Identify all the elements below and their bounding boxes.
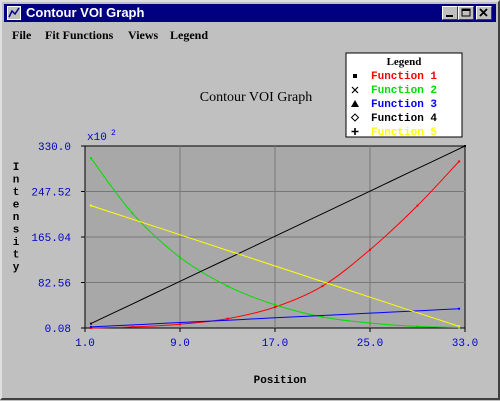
close-icon [479, 8, 488, 17]
legend-marker-square-icon [353, 74, 357, 78]
x-tick-label: 1.0 [75, 338, 95, 350]
x-tick-label: 33.0 [452, 338, 478, 350]
series-1-point [179, 323, 181, 326]
close-button[interactable] [476, 6, 492, 20]
series-1-point [458, 160, 461, 163]
series-1-point [416, 204, 419, 207]
series-1-point [89, 326, 92, 329]
menu-bar: File Fit Functions Views Legend [4, 24, 496, 46]
maximize-icon [461, 8, 471, 17]
series-4-point [464, 145, 466, 147]
menu-views[interactable]: Views [128, 28, 159, 42]
maximize-button[interactable] [458, 6, 474, 20]
x-axis-label: Position [254, 375, 307, 387]
series-line-3 [90, 308, 460, 328]
menu-legend[interactable]: Legend [170, 28, 209, 42]
legend-marker-triangle-icon [351, 100, 359, 107]
y-tick-label: 330.0 [38, 142, 71, 154]
legend-entry-5: Function 5 [371, 127, 437, 139]
y-multiplier-exponent: 2 [111, 129, 116, 138]
series-5-point [458, 325, 461, 328]
legend-box [345, 52, 463, 138]
series-1-point [274, 306, 276, 309]
series-2-point [274, 303, 276, 306]
legend-entry-3: Function 3 [371, 99, 437, 111]
series-2-point [179, 256, 181, 259]
series-2-point [321, 316, 324, 319]
minimize-button[interactable] [442, 6, 458, 20]
legend-marker-diamond-icon [350, 113, 360, 122]
series-3-point [458, 307, 461, 310]
chart-title: Contour VOI Graph [200, 90, 313, 105]
series-4-point [89, 322, 92, 325]
x-tick-label: 9.0 [170, 338, 190, 350]
series-2-point [226, 285, 229, 288]
x-tick-label: 17.0 [262, 338, 288, 350]
series-2-point [131, 212, 134, 215]
window-title: Contour VOI Graph [26, 5, 145, 20]
y-tick-label: 247.52 [31, 188, 71, 200]
menu-fit-functions[interactable]: Fit Functions [45, 28, 114, 42]
legend-entry-4: Function 4 [371, 113, 437, 125]
series-1-point [131, 325, 134, 328]
y-tick-label: 165.04 [31, 233, 71, 245]
series-2-point [369, 322, 371, 325]
series-2-point [458, 326, 461, 329]
app-icon[interactable] [7, 6, 21, 20]
graph-panel[interactable]: 1.0 9.0 17.0 25.0 33.0 0.08 82.56 165.04 247.52 3… [4, 46, 496, 396]
contour-voi-chart: 1.0 9.0 17.0 25.0 33.0 0.08 82.56 165.04 247.52 3… [13, 52, 478, 387]
series-2-point [89, 157, 92, 160]
minimize-icon [446, 15, 453, 17]
legend-title: Legend [387, 56, 422, 68]
legend-marker-x-icon [351, 86, 359, 94]
legend-entry-2: Function 2 [371, 85, 437, 97]
series-line-5 [90, 205, 460, 327]
series-5-point [89, 204, 92, 207]
series-line-4 [90, 145, 466, 325]
y-multiplier-label: x10 [87, 132, 107, 144]
series-3-point [89, 325, 92, 328]
y-tick-label: 0.08 [45, 324, 71, 336]
y-tick-label: 82.56 [38, 279, 71, 291]
series-1-point [369, 248, 371, 251]
title-bar[interactable]: Contour VOI Graph [4, 4, 496, 22]
series-1-point [321, 285, 324, 288]
menu-file[interactable]: File [12, 28, 32, 42]
legend-entry-1: Function 1 [371, 71, 437, 83]
series-2-point [416, 325, 419, 328]
series-1-point [226, 317, 229, 320]
x-tick-label: 25.0 [357, 338, 383, 350]
legend-marker-plus-icon [351, 128, 359, 135]
